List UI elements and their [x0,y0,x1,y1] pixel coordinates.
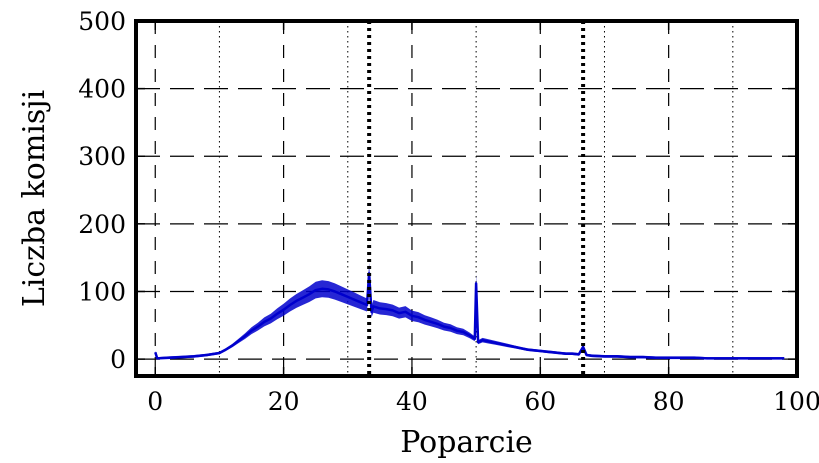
y-axis-title: Liczba komisji [17,90,52,307]
x-tick-label: 40 [396,387,428,416]
x-tick-label: 100 [773,387,819,416]
y-tick-label: 300 [78,142,126,171]
y-tick-label: 0 [110,345,126,374]
y-tick-label: 100 [78,277,126,306]
y-tick-label: 500 [78,7,126,36]
x-tick-label: 60 [524,387,556,416]
series-layer [154,262,785,360]
x-tick-label: 0 [147,387,163,416]
x-axis-title: Poparcie [400,425,533,460]
x-tick-label: 20 [268,387,300,416]
y-tick-label: 200 [78,210,126,239]
y-tick-label: 400 [78,75,126,104]
data-series-band [155,262,785,360]
ticks: 0 20 40 60 80 100 0 100 200 300 400 500 [78,7,819,416]
reference-lines [367,21,586,376]
data-series-line [154,271,785,360]
grid-layer [136,20,798,376]
plot-frame [134,19,799,378]
x-tick-label: 80 [653,387,685,416]
